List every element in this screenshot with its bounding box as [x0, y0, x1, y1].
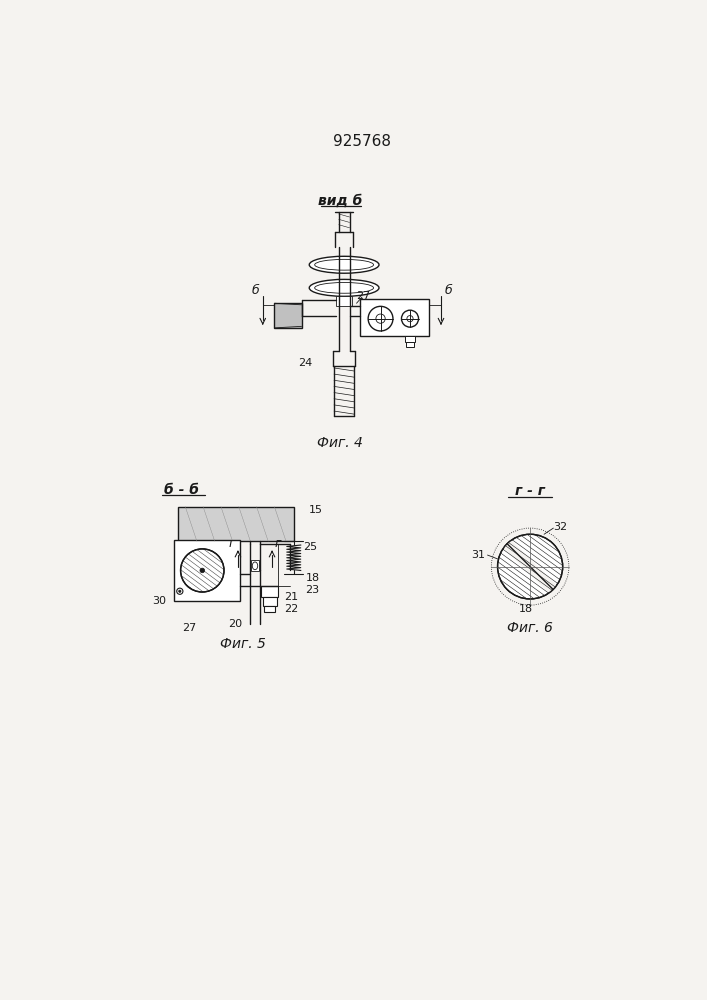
Text: 20: 20: [228, 619, 243, 629]
Text: Фиг. 4: Фиг. 4: [317, 436, 363, 450]
Text: вид б: вид б: [318, 194, 363, 208]
Text: 18: 18: [305, 573, 320, 583]
Text: 23: 23: [305, 585, 320, 595]
Ellipse shape: [315, 259, 373, 270]
Circle shape: [376, 314, 385, 323]
Bar: [177, 507, 293, 541]
Circle shape: [407, 316, 413, 322]
Text: Фиг. 6: Фиг. 6: [507, 621, 553, 635]
Text: 30: 30: [153, 596, 167, 606]
Text: 21: 21: [284, 592, 298, 602]
Text: 15: 15: [309, 505, 323, 515]
Bar: [274, 303, 301, 328]
Text: Фиг. 5: Фиг. 5: [221, 637, 267, 651]
Circle shape: [498, 534, 563, 599]
Text: 31: 31: [471, 550, 485, 560]
Ellipse shape: [315, 282, 373, 293]
Bar: [263, 597, 276, 606]
Text: г: г: [228, 537, 235, 550]
Bar: [404, 336, 416, 342]
Text: 18: 18: [519, 604, 533, 614]
Text: 22: 22: [284, 604, 298, 614]
Polygon shape: [503, 540, 557, 593]
Circle shape: [177, 588, 183, 594]
Text: 24: 24: [298, 358, 312, 368]
Text: б: б: [445, 284, 452, 297]
Bar: [264, 606, 275, 612]
Bar: [360, 299, 429, 336]
Bar: [251, 560, 259, 571]
Text: 27: 27: [356, 291, 370, 301]
Text: г: г: [275, 537, 281, 550]
Text: 27: 27: [182, 623, 197, 633]
Ellipse shape: [309, 279, 379, 296]
Circle shape: [179, 590, 181, 592]
Text: б - б: б - б: [164, 483, 199, 497]
Circle shape: [180, 549, 224, 592]
Circle shape: [402, 310, 419, 327]
Text: г - г: г - г: [515, 484, 545, 498]
Bar: [261, 586, 279, 597]
Text: 32: 32: [554, 522, 568, 532]
Circle shape: [368, 306, 393, 331]
Text: б: б: [251, 284, 259, 297]
Ellipse shape: [309, 256, 379, 273]
Ellipse shape: [252, 562, 258, 570]
Bar: [174, 540, 240, 601]
Bar: [337, 296, 352, 306]
Text: 925768: 925768: [333, 134, 391, 149]
Text: 25: 25: [303, 542, 317, 552]
Circle shape: [200, 568, 204, 573]
Bar: [406, 342, 414, 347]
